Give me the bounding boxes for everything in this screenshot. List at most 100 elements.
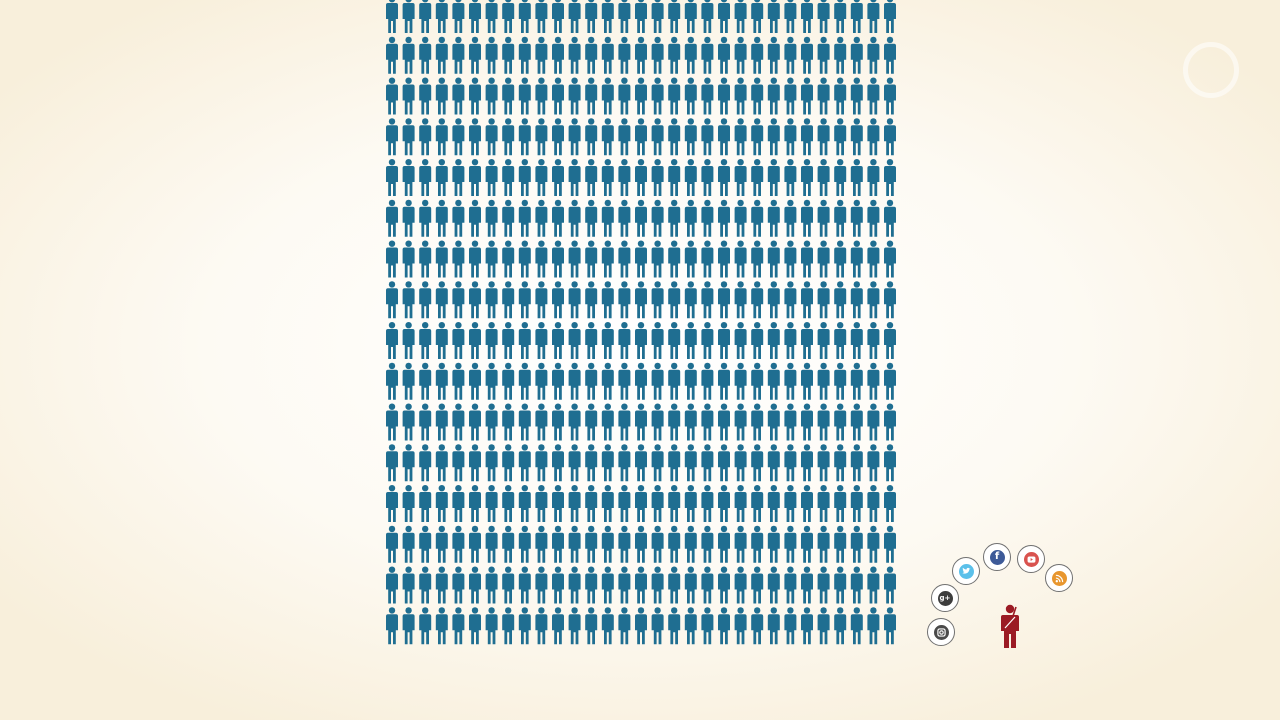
person-icon: [402, 607, 415, 645]
person-icon: [718, 77, 730, 115]
person-icon: [684, 281, 697, 319]
youtube-icon: [1017, 545, 1045, 573]
person-icon: [618, 525, 631, 563]
person-icon: [850, 566, 863, 604]
person-icon: [684, 362, 697, 400]
person-icon: [734, 118, 747, 156]
person-icon: [668, 566, 681, 604]
person-icon: [435, 159, 448, 196]
person-icon: [801, 322, 813, 359]
person-icon: [601, 322, 614, 359]
person-icon: [734, 199, 747, 237]
person-icon: [834, 485, 847, 522]
person-icon: [618, 281, 631, 319]
person-icon: [767, 322, 780, 359]
person-icon: [618, 0, 631, 33]
person-icon: [784, 566, 797, 604]
person-icon: [552, 485, 564, 522]
person-icon: [402, 36, 415, 74]
person-icon: [469, 607, 481, 645]
person-icon: [701, 159, 714, 196]
person-icon: [618, 322, 631, 359]
person-icon: [784, 485, 797, 522]
person-icon: [684, 322, 697, 359]
person-icon: [801, 607, 813, 645]
person-icon: [419, 566, 432, 604]
person-icon: [452, 444, 465, 482]
person-icon: [535, 322, 548, 359]
person-icon: [502, 607, 515, 645]
rss-icon: [1045, 564, 1073, 592]
person-icon: [635, 566, 647, 604]
person-icon: [469, 281, 481, 319]
person-icon: [452, 485, 465, 522]
person-icon: [402, 362, 415, 400]
person-icon: [801, 362, 813, 400]
person-icon: [784, 403, 797, 441]
person-icon: [585, 485, 598, 522]
person-icon: [767, 118, 780, 156]
person-icon: [801, 199, 813, 237]
person-icon: [651, 36, 664, 74]
person-icon: [834, 159, 847, 196]
person-icon: [867, 36, 880, 74]
person-icon: [767, 0, 780, 33]
person-icon: [568, 322, 581, 359]
person-icon: [834, 77, 847, 115]
person-icon: [452, 566, 465, 604]
person-icon: [419, 199, 432, 237]
person-icon: [386, 199, 398, 237]
person-icon: [734, 566, 747, 604]
person-icon: [485, 566, 498, 604]
person-icon: [734, 0, 747, 33]
person-icon: [834, 444, 847, 482]
person-icon: [850, 36, 863, 74]
person-icon: [817, 525, 830, 563]
person-icon: [684, 118, 697, 156]
person-icon: [784, 607, 797, 645]
person-icon: [651, 607, 664, 645]
person-icon: [635, 444, 647, 482]
person-icon: [834, 322, 847, 359]
person-icon: [701, 118, 714, 156]
person-icon: [850, 322, 863, 359]
person-icon: [419, 403, 432, 441]
person-icon: [585, 240, 598, 278]
person-icon: [452, 607, 465, 645]
person-icon: [485, 322, 498, 359]
person-icon: [585, 403, 598, 441]
person-icon: [718, 322, 730, 359]
person-icon: [618, 485, 631, 522]
person-icon: [801, 240, 813, 278]
person-icon: [684, 403, 697, 441]
person-icon: [485, 485, 498, 522]
person-icon: [535, 485, 548, 522]
person-icon: [651, 240, 664, 278]
person-icon: [801, 485, 813, 522]
person-icon: [518, 444, 531, 482]
person-icon: [850, 607, 863, 645]
person-icon: [568, 525, 581, 563]
person-icon: [767, 159, 780, 196]
person-icon: [801, 118, 813, 156]
person-icon: [850, 199, 863, 237]
person-icon: [635, 403, 647, 441]
person-icon: [585, 362, 598, 400]
person-icon: [751, 0, 764, 33]
person-icon: [452, 281, 465, 319]
person-icon: [801, 36, 813, 74]
person-icon: [684, 77, 697, 115]
person-icon: [751, 322, 764, 359]
person-icon: [651, 362, 664, 400]
person-icon: [568, 240, 581, 278]
twitter-icon: [952, 557, 980, 585]
person-icon: [817, 485, 830, 522]
person-icon: [701, 444, 714, 482]
person-icon: [618, 362, 631, 400]
person-icon: [850, 525, 863, 563]
person-icon: [817, 159, 830, 196]
person-icon: [585, 199, 598, 237]
person-icon: [651, 403, 664, 441]
person-icon: [518, 566, 531, 604]
person-icon: [801, 525, 813, 563]
